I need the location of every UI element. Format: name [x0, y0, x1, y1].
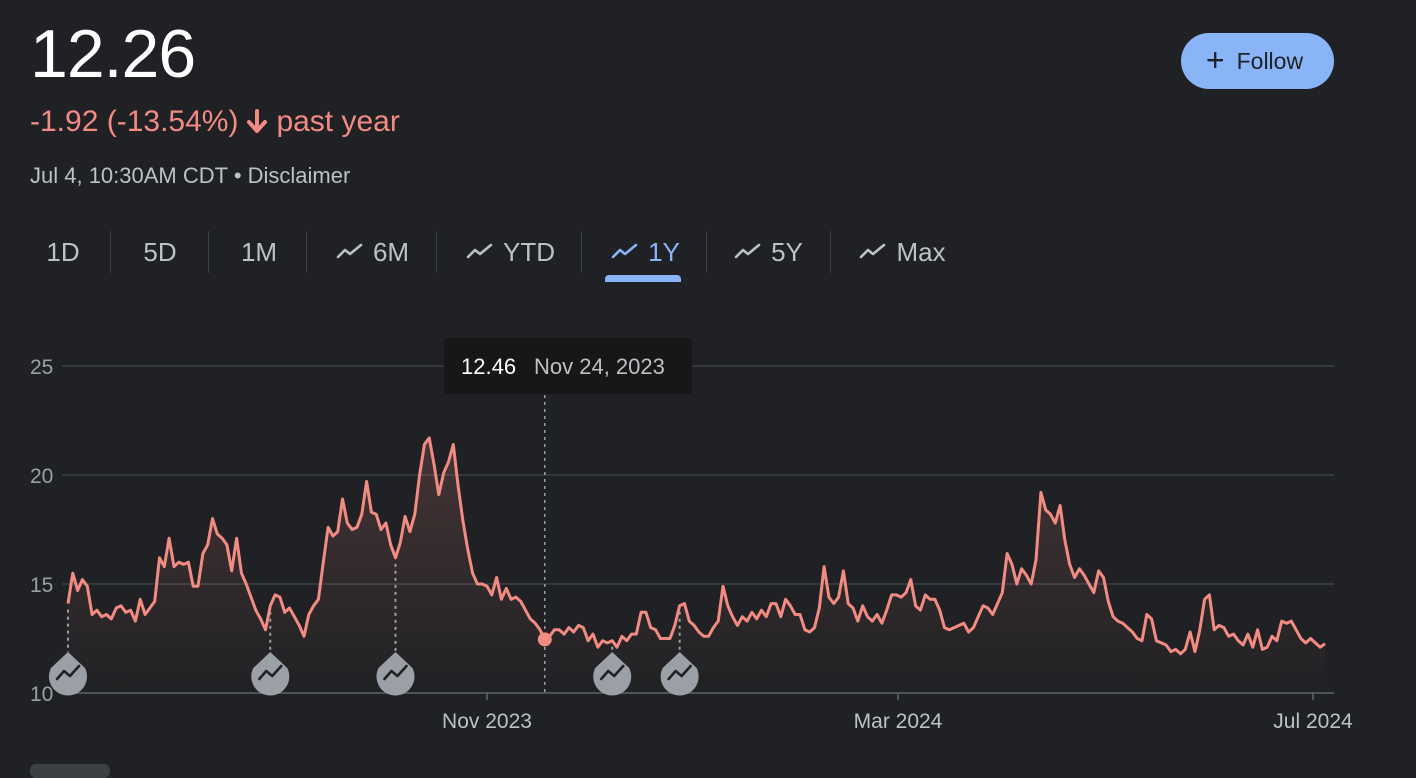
tab-divider [208, 231, 209, 273]
chart-tooltip: 12.46 Nov 24, 2023 [444, 338, 692, 394]
tab-label: 5Y [771, 236, 803, 267]
tab-1d[interactable]: 1D [40, 222, 86, 282]
tab-1y[interactable]: 1Y [605, 222, 685, 282]
trend-icon [465, 237, 495, 268]
x-tick-label: Mar 2024 [854, 710, 943, 733]
tab-6m[interactable]: 6M [330, 222, 414, 282]
y-tick-label: 10 [30, 683, 53, 706]
current-price: 12.26 [30, 16, 196, 92]
y-tick-label: 25 [30, 356, 53, 379]
tab-label: 1Y [648, 236, 680, 267]
tab-divider [830, 231, 831, 273]
follow-button[interactable]: + Follow [1181, 33, 1334, 89]
tab-divider [110, 231, 111, 273]
quote-meta: Jul 4, 10:30AM CDT • Disclaimer [30, 162, 350, 190]
tab-label: 1M [240, 236, 278, 267]
tab-5d[interactable]: 5D [136, 222, 184, 282]
meta-separator: • [233, 163, 242, 188]
price-change: -1.92 (-13.54%) past year [30, 104, 400, 140]
tab-5y[interactable]: 5Y [730, 222, 806, 282]
trend-icon [55, 664, 81, 681]
trend-icon [383, 664, 408, 681]
tab-max[interactable]: Max [854, 222, 950, 282]
trend-icon [733, 237, 763, 268]
news-event-icon [593, 646, 632, 696]
trend-icon [610, 237, 640, 268]
x-tick-label: Nov 2023 [442, 710, 532, 733]
price-line [66, 436, 1326, 656]
plus-icon: + [1205, 41, 1225, 78]
highlight-point [537, 632, 552, 647]
tab-divider [306, 231, 307, 273]
price-chart[interactable]: 10 15 20 25 Nov 2023 Mar 2024 Jul 2024 12.46 N… [0, 320, 1416, 760]
tab-divider [581, 231, 582, 273]
tab-label: Max [896, 236, 946, 267]
disclaimer-link[interactable]: Disclaimer [247, 163, 351, 188]
tab-divider [436, 231, 437, 273]
arrow-down-icon [244, 107, 270, 137]
bottom-tab-chip[interactable] [30, 764, 110, 778]
y-tick-label: 15 [30, 574, 53, 597]
trend-icon [599, 664, 625, 681]
news-event-icon [660, 611, 699, 696]
change-value: -1.92 (-13.54%) [30, 105, 239, 138]
trend-icon [257, 664, 283, 681]
tab-label: 1D [46, 236, 80, 267]
tab-label: YTD [503, 236, 555, 267]
tooltip-box [444, 338, 692, 394]
change-period: past year [276, 105, 400, 138]
tooltip-value: 12.46 [461, 354, 516, 379]
tab-1m[interactable]: 1M [234, 222, 284, 282]
quote-timestamp: Jul 4, 10:30AM CDT [30, 163, 228, 188]
trend-icon [335, 237, 365, 268]
active-tab-indicator [605, 275, 681, 282]
tab-label: 5D [143, 236, 177, 267]
trend-icon [667, 664, 692, 681]
follow-label: Follow [1236, 47, 1304, 74]
tab-label: 6M [372, 236, 410, 267]
y-tick-label: 20 [30, 465, 53, 488]
tooltip-date: Nov 24, 2023 [534, 354, 665, 379]
news-event-icon [376, 563, 415, 696]
tab-ytd[interactable]: YTD [460, 222, 560, 282]
tab-divider [706, 231, 707, 273]
trend-icon [858, 237, 888, 268]
x-tick-label: Jul 2024 [1273, 710, 1353, 733]
price-area [68, 437, 1325, 693]
news-event-icon [49, 609, 88, 696]
news-event-icon [251, 611, 290, 696]
